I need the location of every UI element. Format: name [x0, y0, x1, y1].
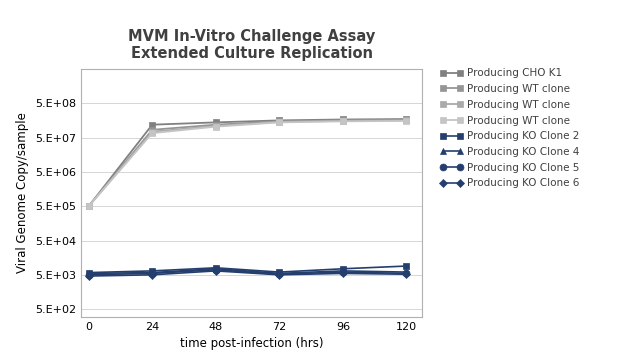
Producing WT clone: [148, 131, 156, 135]
Producing WT clone: [339, 119, 347, 123]
Producing KO Clone 5: [339, 270, 347, 274]
Producing KO Clone 2: [276, 270, 283, 274]
Producing CHO K1: [402, 117, 410, 121]
Producing WT clone: [212, 124, 219, 129]
Producing KO Clone 4: [85, 271, 93, 276]
Line: Producing KO Clone 6: Producing KO Clone 6: [86, 268, 409, 279]
Producing KO Clone 5: [402, 271, 410, 276]
Producing CHO K1: [148, 123, 156, 127]
Producing WT clone: [148, 128, 156, 132]
Producing KO Clone 2: [212, 266, 219, 270]
Producing KO Clone 4: [402, 270, 410, 274]
Line: Producing WT clone: Producing WT clone: [85, 116, 410, 210]
Producing KO Clone 5: [148, 271, 156, 276]
Producing WT clone: [212, 123, 219, 127]
Producing WT clone: [402, 118, 410, 122]
Legend: Producing CHO K1, Producing WT clone, Producing WT clone, Producing WT clone, Pr: Producing CHO K1, Producing WT clone, Pr…: [436, 64, 584, 193]
Producing KO Clone 4: [148, 270, 156, 275]
Producing KO Clone 4: [339, 269, 347, 273]
Producing WT clone: [402, 119, 410, 123]
Producing CHO K1: [85, 204, 93, 209]
Producing KO Clone 6: [339, 271, 347, 276]
Producing KO Clone 2: [148, 269, 156, 273]
Title: MVM In-Vitro Challenge Assay
Extended Culture Replication: MVM In-Vitro Challenge Assay Extended Cu…: [128, 29, 375, 61]
Producing KO Clone 2: [402, 264, 410, 268]
Producing WT clone: [148, 130, 156, 134]
Producing KO Clone 5: [85, 273, 93, 277]
Producing WT clone: [339, 118, 347, 123]
Line: Producing WT clone: Producing WT clone: [85, 118, 410, 210]
Producing KO Clone 2: [339, 266, 347, 271]
Producing CHO K1: [276, 118, 283, 123]
Line: Producing KO Clone 2: Producing KO Clone 2: [85, 262, 410, 276]
Producing KO Clone 6: [148, 273, 156, 277]
Producing WT clone: [212, 124, 219, 128]
Producing WT clone: [276, 120, 283, 124]
Producing CHO K1: [339, 117, 347, 122]
Line: Producing WT clone: Producing WT clone: [85, 117, 410, 210]
Producing WT clone: [276, 119, 283, 123]
Producing KO Clone 2: [85, 270, 93, 275]
Producing KO Clone 4: [276, 271, 283, 276]
Line: Producing CHO K1: Producing CHO K1: [85, 116, 410, 210]
Producing WT clone: [276, 120, 283, 124]
Producing KO Clone 6: [212, 269, 219, 273]
Producing WT clone: [402, 118, 410, 123]
Line: Producing KO Clone 4: Producing KO Clone 4: [85, 265, 410, 277]
Y-axis label: Viral Genome Copy/sample: Viral Genome Copy/sample: [16, 112, 29, 273]
Producing KO Clone 5: [276, 272, 283, 276]
Producing KO Clone 5: [212, 268, 219, 272]
Producing KO Clone 4: [212, 266, 219, 271]
Producing WT clone: [85, 204, 93, 209]
Producing WT clone: [85, 204, 93, 209]
Producing KO Clone 6: [85, 274, 93, 278]
Producing WT clone: [85, 204, 93, 209]
Producing KO Clone 6: [276, 273, 283, 277]
X-axis label: time post-infection (hrs): time post-infection (hrs): [179, 337, 324, 350]
Line: Producing KO Clone 5: Producing KO Clone 5: [85, 266, 410, 278]
Producing WT clone: [339, 119, 347, 123]
Producing CHO K1: [212, 120, 219, 124]
Producing KO Clone 6: [402, 272, 410, 276]
